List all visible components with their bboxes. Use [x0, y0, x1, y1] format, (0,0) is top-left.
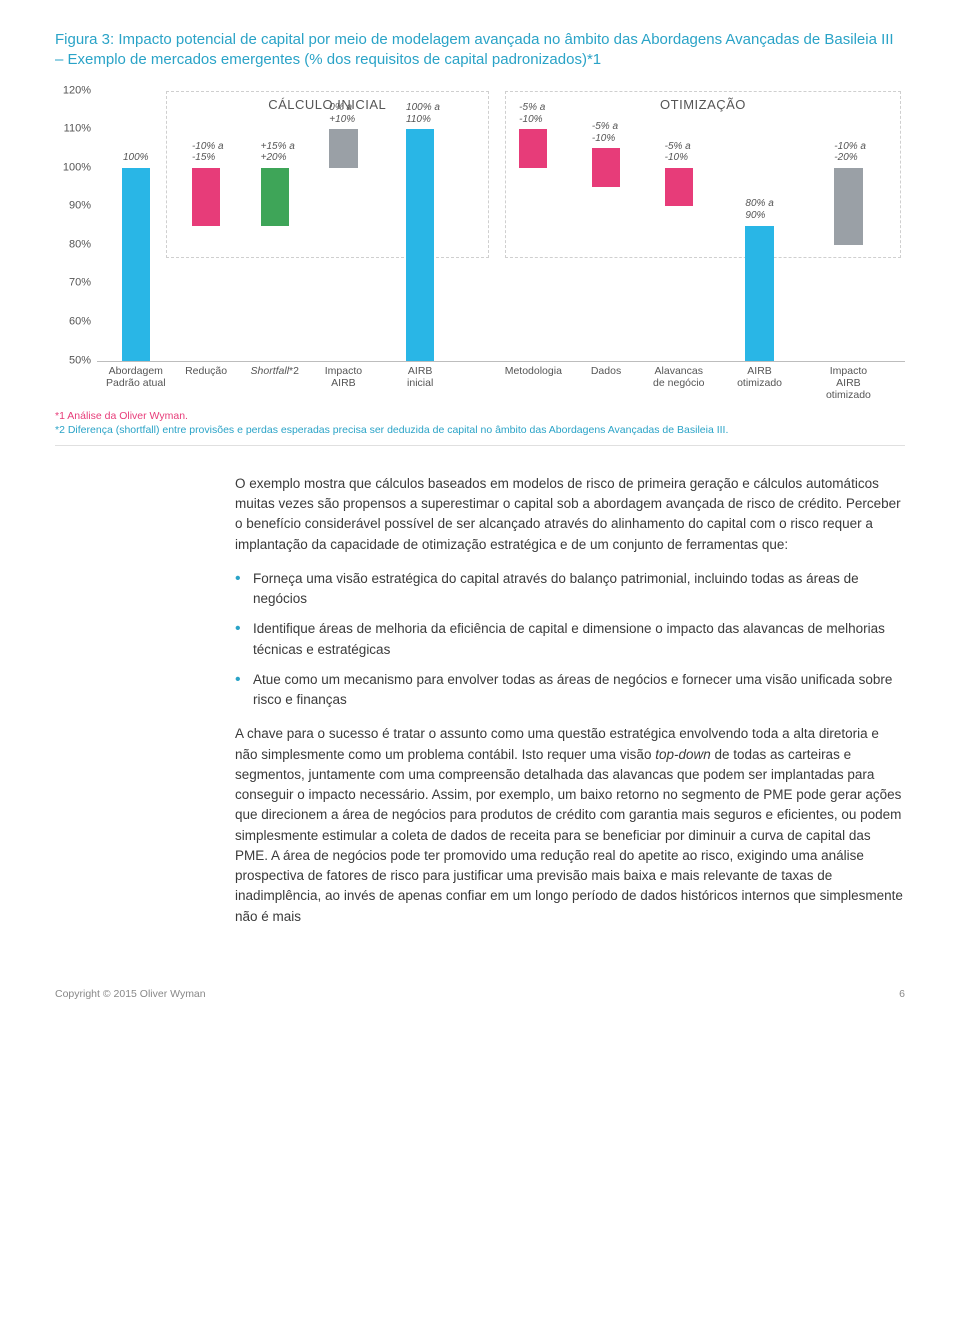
bullet-item: Forneça uma visão estratégica do capital… — [235, 569, 905, 610]
bullet-item: Atue como um mecanismo para envolver tod… — [235, 670, 905, 711]
y-tick-label: 110% — [64, 122, 97, 137]
footnote-2: *2 Diferença (shortfall) entre provisões… — [55, 423, 905, 437]
chart-bar — [592, 148, 620, 187]
bar-value-label: 100% a110% — [406, 102, 440, 125]
x-tick-label: Alavancasde negócio — [653, 365, 704, 389]
x-tick-label: Impacto AIRBotimizado — [820, 365, 877, 401]
chart-bar — [834, 168, 862, 245]
bullet-list: Forneça uma visão estratégica do capital… — [235, 569, 905, 711]
x-tick-label: AIRBotimizado — [737, 365, 782, 389]
bar-value-label: 80% a90% — [745, 198, 773, 221]
footnote-1: *1 Análise da Oliver Wyman. — [55, 409, 905, 423]
chart-bar — [665, 168, 693, 207]
chart-bar — [122, 168, 150, 361]
y-tick-label: 70% — [69, 276, 97, 291]
x-tick-label: Dados — [591, 365, 621, 377]
chart-bar — [192, 168, 220, 226]
y-tick-label: 120% — [63, 83, 97, 98]
paragraph-2: A chave para o sucesso é tratar o assunt… — [235, 724, 905, 927]
body-text: O exemplo mostra que cálculos baseados e… — [55, 474, 905, 927]
page-number: 6 — [899, 987, 905, 1001]
paragraph-1: O exemplo mostra que cálculos baseados e… — [235, 474, 905, 555]
chart-bar — [519, 129, 547, 168]
x-tick-label: AbordagemPadrão atual — [106, 365, 166, 389]
chart-bar — [329, 129, 357, 168]
waterfall-chart: 50%60%70%80%90%100%110%120%CÁLCULO INICI… — [55, 91, 905, 401]
y-tick-label: 80% — [69, 237, 97, 252]
x-tick-label: Metodologia — [505, 365, 562, 377]
bar-value-label: 0% a+10% — [329, 102, 355, 125]
y-tick-label: 60% — [69, 315, 97, 330]
y-tick-label: 50% — [69, 353, 97, 368]
y-tick-label: 90% — [69, 199, 97, 214]
chart-bar — [261, 168, 289, 226]
bar-value-label: -10% a-15% — [192, 141, 224, 164]
section-label: OTIMIZAÇÃO — [506, 92, 900, 114]
footnotes: *1 Análise da Oliver Wyman. *2 Diferença… — [55, 409, 905, 446]
chart-bar — [406, 129, 434, 360]
bar-value-label: -5% a-10% — [665, 141, 691, 164]
bar-value-label: 100% — [123, 152, 149, 164]
page-footer: Copyright © 2015 Oliver Wyman 6 — [55, 987, 905, 1001]
bar-value-label: +15% a+20% — [261, 141, 295, 164]
x-tick-label: Shortfall*2 — [251, 365, 299, 377]
x-tick-label: ImpactoAIRB — [325, 365, 362, 389]
y-tick-label: 100% — [63, 160, 97, 175]
bullet-item: Identifique áreas de melhoria da eficiên… — [235, 619, 905, 660]
x-tick-label: Redução — [185, 365, 227, 377]
copyright: Copyright © 2015 Oliver Wyman — [55, 987, 206, 1001]
x-tick-label: AIRBinicial — [407, 365, 433, 389]
figure-title: Figura 3: Impacto potencial de capital p… — [55, 30, 905, 71]
bar-value-label: -5% a-10% — [519, 102, 545, 125]
bar-value-label: -10% a-20% — [834, 141, 866, 164]
bar-value-label: -5% a-10% — [592, 121, 618, 144]
chart-bar — [745, 226, 773, 361]
